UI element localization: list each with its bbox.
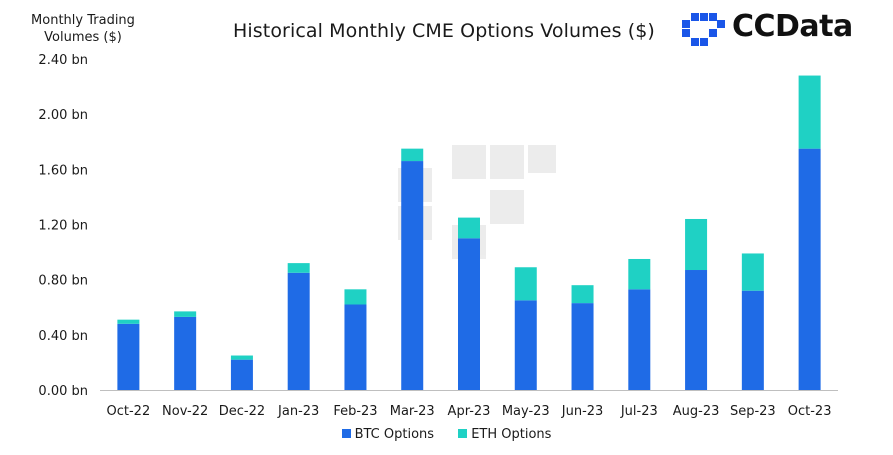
x-tick-label: Feb-23 xyxy=(333,404,377,419)
bar-eth-oct-22 xyxy=(117,319,140,324)
y-tick-label: 2.00 bn xyxy=(38,108,88,123)
bar-btc-sep-23 xyxy=(741,290,764,390)
bar-eth-apr-23 xyxy=(458,217,480,239)
ccdata-logo-text: CCData xyxy=(732,9,853,44)
bar-btc-feb-23 xyxy=(344,304,367,390)
bar-btc-aug-23 xyxy=(685,270,708,390)
bar-eth-nov-22 xyxy=(174,311,197,317)
x-tick-label: May-23 xyxy=(502,404,550,419)
bar-btc-jan-23 xyxy=(287,272,310,390)
x-tick-label: Apr-23 xyxy=(448,404,491,419)
x-tick-label: Jul-23 xyxy=(620,404,658,419)
bar-eth-dec-22 xyxy=(230,355,253,360)
x-tick-label: Sep-23 xyxy=(730,404,776,419)
x-tick-label: Nov-22 xyxy=(162,404,208,419)
x-tick-label: Oct-22 xyxy=(107,404,151,419)
x-tick-label: Oct-23 xyxy=(788,404,832,419)
legend: BTC Options ETH Options xyxy=(0,427,893,442)
y-tick-label: 0.00 bn xyxy=(38,384,88,399)
bar-btc-dec-22 xyxy=(230,359,253,390)
bar-btc-oct-22 xyxy=(117,323,140,390)
bar-btc-apr-23 xyxy=(458,238,480,390)
y-axis-title: Monthly Trading Volumes ($) xyxy=(28,12,138,46)
y-tick-label: 1.20 bn xyxy=(38,219,88,234)
x-tick-label: Jan-23 xyxy=(277,404,319,419)
legend-item-btc: BTC Options xyxy=(341,427,435,442)
bar-eth-jul-23 xyxy=(628,258,651,290)
x-tick-label: Mar-23 xyxy=(390,404,435,419)
y-tick-label: 0.40 bn xyxy=(38,329,88,344)
ccdata-logo-icon xyxy=(682,13,725,46)
y-tick-label: 2.40 bn xyxy=(38,53,88,68)
bar-btc-nov-22 xyxy=(174,316,197,390)
bar-btc-jun-23 xyxy=(571,303,594,390)
y-axis-title-line1: Monthly Trading xyxy=(31,13,135,28)
legend-swatch-btc xyxy=(341,429,351,438)
chart-title: Historical Monthly CME Options Volumes (… xyxy=(233,20,655,42)
y-tick-label: 1.60 bn xyxy=(38,163,88,178)
y-axis-title-line2: Volumes ($) xyxy=(44,30,122,45)
bar-btc-oct-23 xyxy=(798,148,821,390)
bar-eth-jan-23 xyxy=(287,263,310,273)
bar-eth-jun-23 xyxy=(571,285,594,304)
bar-eth-mar-23 xyxy=(401,148,424,162)
y-tick-label: 0.80 bn xyxy=(38,274,88,289)
legend-label-btc: BTC Options xyxy=(354,427,435,442)
x-tick-label: Dec-22 xyxy=(219,404,265,419)
legend-label-eth: ETH Options xyxy=(471,427,552,442)
bar-btc-may-23 xyxy=(514,300,537,390)
legend-item-eth: ETH Options xyxy=(458,427,551,442)
ccdata-logo: CCData xyxy=(680,9,870,50)
bar-eth-oct-23 xyxy=(798,75,821,149)
legend-swatch-eth xyxy=(458,429,468,438)
x-tick-label: Jun-23 xyxy=(561,404,604,419)
bar-eth-sep-23 xyxy=(741,253,764,291)
bar-btc-mar-23 xyxy=(401,161,424,390)
bar-eth-may-23 xyxy=(514,267,537,301)
x-tick-label: Aug-23 xyxy=(673,404,720,419)
bar-eth-aug-23 xyxy=(685,218,708,271)
bar-btc-jul-23 xyxy=(628,289,651,390)
bar-eth-feb-23 xyxy=(344,289,367,305)
